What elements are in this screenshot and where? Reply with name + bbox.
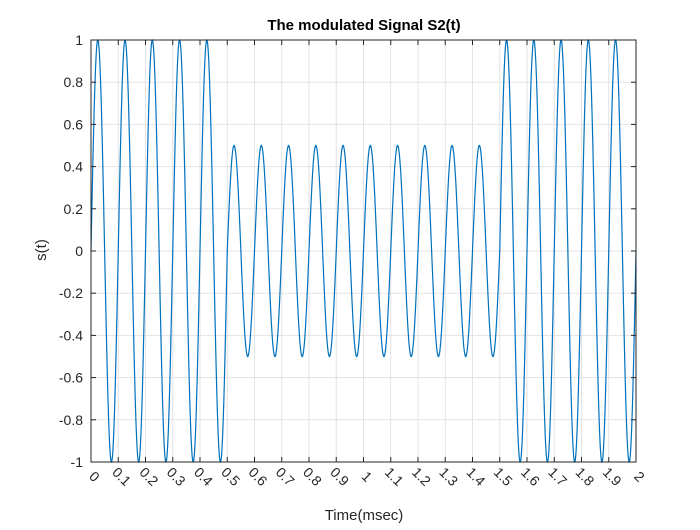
x-tick-label: 0.2 (136, 464, 161, 489)
x-tick-label: 0.9 (327, 464, 352, 489)
x-tick-labels: 0 0.1 0.2 0.3 0.4 0.5 0.6 0.7 0.8 0.9 1 1.1 1.2 1.3 1.… (86, 464, 648, 489)
x-axis-label: Time(msec) (325, 507, 404, 524)
x-tick-label: 2 (631, 468, 648, 485)
y-tick-label: 0.2 (64, 201, 84, 217)
x-tick-label: 1.5 (491, 464, 516, 489)
y-tick-label: 0.4 (64, 159, 84, 175)
x-tick-label: 0.4 (191, 464, 216, 489)
x-tick-label: 0.7 (273, 464, 298, 489)
y-tick-label: 0.6 (64, 116, 84, 132)
x-tick-label: 0.1 (109, 464, 134, 489)
x-tick-label: 1.9 (600, 464, 625, 489)
x-tick-label: 0.8 (300, 464, 325, 489)
x-tick-label: 0.5 (218, 464, 243, 489)
x-tick-label: 1.2 (409, 464, 434, 489)
y-tick-label: 1 (75, 32, 83, 48)
y-tick-label: -0.6 (59, 370, 83, 386)
y-tick-label: 0.8 (64, 74, 84, 90)
y-tick-label: -1 (71, 454, 84, 470)
x-tick-label: 1.7 (545, 464, 570, 489)
x-tick-label: 1.1 (382, 464, 407, 489)
x-tick-label: 1.3 (436, 464, 461, 489)
x-tick-label: 0 (86, 468, 103, 485)
y-axis-label: s(t) (33, 239, 50, 261)
x-tick-label: 1 (359, 468, 376, 485)
y-tick-label: -0.8 (59, 412, 83, 428)
y-tick-labels: -1 -0.8 -0.6 -0.4 -0.2 0 0.2 0.4 0.6 0.8 1 (59, 32, 83, 470)
x-tick-label: 1.4 (463, 464, 488, 489)
chart-title: The modulated Signal S2(t) (267, 17, 460, 34)
x-tick-label: 1.8 (572, 464, 597, 489)
y-tick-label: -0.2 (59, 285, 83, 301)
x-tick-label: 0.6 (245, 464, 270, 489)
x-tick-label: 0.3 (164, 464, 189, 489)
x-tick-label: 1.6 (518, 464, 543, 489)
y-tick-label: 0 (75, 243, 83, 259)
y-tick-label: -0.4 (59, 327, 83, 343)
